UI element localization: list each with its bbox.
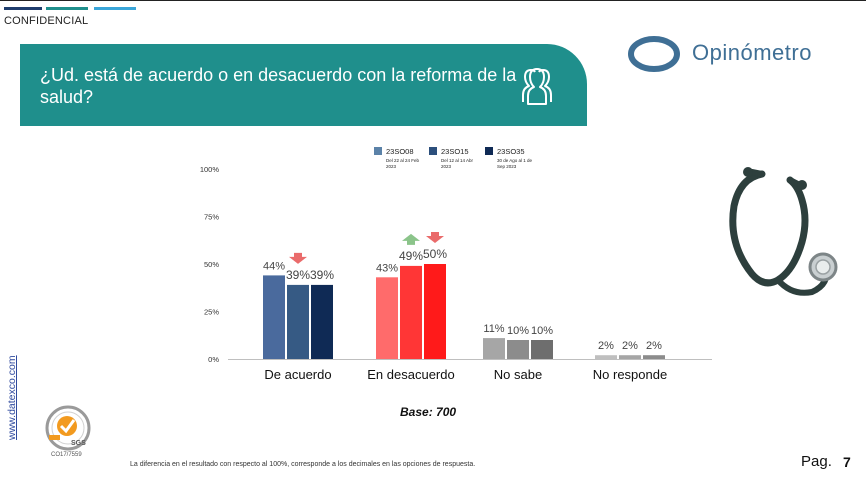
bar: [595, 355, 617, 359]
bar: [483, 338, 505, 359]
page-number: 7: [843, 454, 851, 470]
datexco-link[interactable]: www.datexco.com: [6, 355, 18, 440]
confidential-label: CONFIDENCIAL: [4, 15, 89, 27]
sgs-label: SGS: [71, 440, 86, 447]
stethoscope-icon: [729, 167, 838, 296]
y-tick-label: 100%: [200, 165, 220, 174]
base-note: Base: 700: [400, 405, 457, 419]
opinometro-logo: Opinómetro: [626, 34, 836, 74]
data-label: 2%: [622, 340, 638, 352]
bar: [643, 355, 665, 359]
legend-swatch: [374, 147, 382, 155]
data-label: 2%: [598, 340, 614, 352]
legend-sublabel: 30 de Ago al 1 de Sep 2023: [497, 158, 533, 169]
up-arrow-icon: [402, 233, 420, 245]
legend-sublabel: Del 22 al 24 Feb 2023: [386, 158, 420, 169]
bar: [619, 355, 641, 359]
people-group-icon: [522, 68, 552, 105]
data-label: 2%: [646, 340, 662, 352]
bar: [287, 284, 309, 359]
data-label: 44%: [263, 260, 285, 272]
category-label: En desacuerdo: [367, 367, 454, 382]
data-label: 39%: [310, 268, 334, 282]
y-tick-label: 75%: [204, 213, 219, 222]
legend-sublabel: Del 12 al 14 Abr 2023: [441, 158, 474, 169]
data-label: 43%: [376, 262, 398, 274]
sgs-certification-seal: SGS: [45, 405, 91, 451]
legend-label: 23SO08: [386, 147, 414, 156]
y-tick-label: 25%: [204, 308, 219, 317]
bar: [531, 340, 553, 359]
legend-label: 23SO15: [441, 147, 469, 156]
bar: [376, 277, 398, 359]
down-arrow-icon: [426, 232, 444, 243]
question-text: ¿Ud. está de acuerdo o en desacuerdo con…: [40, 65, 517, 107]
bar: [507, 340, 529, 359]
logo-text: Opinómetro: [692, 40, 812, 65]
data-label: 50%: [423, 247, 447, 261]
top-rule: [0, 0, 866, 1]
page-label: Pag.: [801, 453, 832, 470]
legend-swatch: [429, 147, 437, 155]
bar: [311, 284, 333, 359]
bar: [400, 265, 422, 359]
down-arrow-icon: [289, 252, 307, 264]
header-stripe-1: [4, 7, 42, 10]
legend-label: 23SO35: [497, 147, 525, 156]
y-tick-label: 50%: [204, 260, 219, 269]
data-label: 11%: [483, 323, 504, 335]
category-label: No sabe: [494, 367, 542, 382]
data-label: 49%: [399, 249, 423, 263]
question-banner: ¿Ud. está de acuerdo o en desacuerdo con…: [20, 44, 587, 126]
data-label: 10%: [531, 325, 553, 337]
y-tick-label: 0%: [208, 355, 219, 364]
header-stripe-3: [94, 7, 136, 10]
certificate-code: CO17/7559: [51, 452, 82, 458]
logo-ring-icon: [628, 36, 680, 72]
header-stripe-2: [46, 7, 88, 10]
footnote: La diferencia en el resultado con respec…: [130, 461, 476, 468]
bar: [263, 275, 285, 359]
category-label: De acuerdo: [264, 367, 331, 382]
data-label: 39%: [286, 268, 310, 282]
legend-swatch: [485, 147, 493, 155]
data-label: 10%: [507, 325, 529, 337]
bar: [424, 264, 446, 359]
category-label: No responde: [593, 367, 667, 382]
